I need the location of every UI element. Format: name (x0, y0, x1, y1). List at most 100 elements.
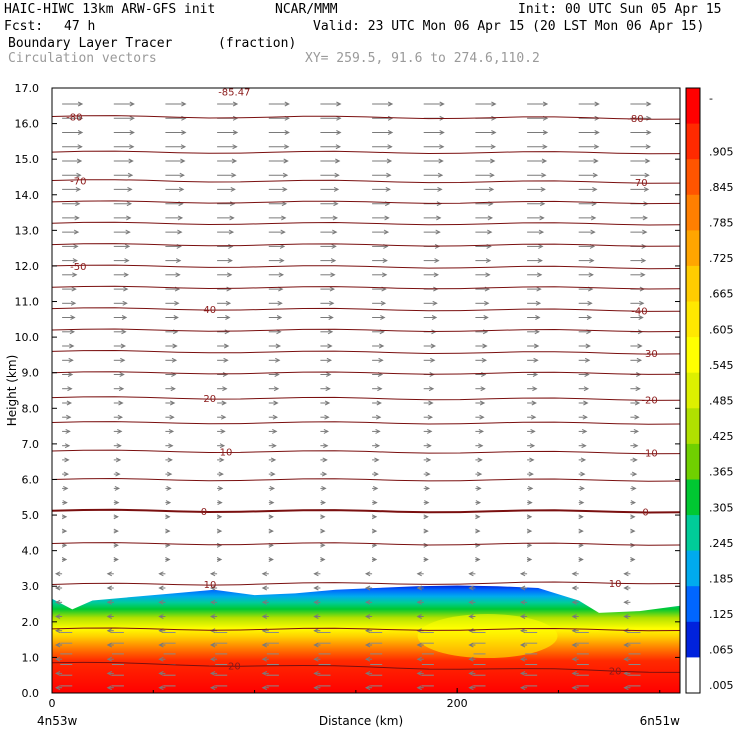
vector-head (61, 528, 68, 534)
vector-head (426, 443, 432, 449)
vector-head (536, 272, 543, 278)
vector-head (633, 428, 640, 434)
vector-head (571, 656, 577, 662)
vector-head (416, 642, 422, 648)
vector-head (332, 229, 338, 235)
vector-head (416, 599, 422, 605)
vector-head (320, 542, 326, 548)
vector-head (168, 443, 174, 449)
vector-head (519, 614, 526, 619)
vector-head (158, 642, 164, 648)
vector-head (113, 542, 119, 548)
vector-head (230, 186, 236, 192)
y-tick-label: 4.0 (22, 545, 40, 558)
x-start-label: 4n53w (37, 714, 78, 728)
vector-head (491, 130, 497, 135)
vector-head (646, 101, 652, 107)
vector-head (330, 258, 337, 264)
vector-head (261, 670, 268, 676)
vector-head (631, 471, 638, 477)
vector-head (537, 258, 543, 264)
temperature-contour (52, 179, 680, 184)
vector-head (216, 542, 223, 548)
vector-head (594, 101, 600, 107)
vector-head (171, 357, 178, 363)
vector-head (542, 101, 549, 107)
vector-head (209, 599, 216, 605)
y-tick-label: 13.0 (15, 224, 40, 237)
vector-head (323, 428, 330, 434)
vector-head (127, 172, 134, 178)
vector-head (178, 186, 185, 192)
vector-head (372, 500, 378, 506)
vector-head (586, 315, 593, 320)
colorbar-label: .245 (709, 537, 734, 550)
vector-head (67, 372, 74, 377)
vector-head (519, 571, 526, 577)
vector-head (71, 286, 77, 292)
vector-head (225, 300, 232, 306)
vector-head (416, 628, 422, 634)
vector-head (69, 343, 75, 349)
vector-head (64, 443, 71, 449)
vector-head (321, 471, 328, 477)
vector-head (113, 528, 119, 534)
vector-head (124, 258, 130, 264)
vector-head (372, 485, 379, 491)
tracer-core (417, 614, 558, 659)
vector-head (275, 357, 281, 363)
vector-head (539, 215, 545, 221)
y-tick-label: 11.0 (15, 296, 40, 309)
y-tick-label: 1.0 (22, 651, 40, 664)
vector-head (323, 443, 329, 449)
vector-head (468, 685, 474, 691)
vector-head (272, 428, 278, 434)
vector-head (590, 215, 597, 221)
vector-head (539, 201, 546, 207)
vector-head (623, 585, 629, 591)
vector-head (475, 528, 481, 534)
vector-head (382, 258, 388, 264)
contour-label: -40 (200, 305, 216, 316)
vector-head (326, 372, 332, 377)
vector-head (383, 229, 390, 235)
vector-head (528, 471, 534, 477)
vector-head (526, 557, 533, 562)
vector-head (477, 457, 483, 463)
vector-head (106, 571, 113, 577)
vector-head (281, 201, 288, 207)
vector-head (61, 542, 68, 548)
vector-head (127, 186, 133, 192)
vector-head (209, 585, 216, 591)
vector-head (222, 372, 229, 377)
vector-head (485, 258, 492, 264)
colorbar-swatch (686, 621, 700, 658)
vector-head (268, 557, 274, 562)
vector-head (179, 172, 185, 178)
contour-label: -30 (641, 349, 657, 360)
vector-head (582, 414, 588, 420)
vector-head (439, 144, 445, 150)
vector-head (129, 101, 135, 107)
vector-head (424, 485, 431, 491)
vector-head (634, 400, 641, 406)
vector-head (270, 471, 276, 477)
vector-head (645, 144, 652, 150)
vector-head (487, 215, 494, 221)
colorbar-label: .065 (709, 644, 734, 657)
vector-head (479, 414, 485, 420)
vector-head (580, 457, 587, 463)
vector-head (117, 428, 123, 434)
vector-head (268, 514, 274, 520)
vector-head (333, 201, 339, 207)
y-tick-label: 0.0 (22, 687, 40, 700)
vector-head (430, 357, 436, 363)
vector-head (231, 172, 237, 178)
vector-head (321, 485, 327, 491)
vector-head (75, 201, 81, 207)
contour-label: 0 (642, 507, 648, 518)
vector-head (326, 357, 333, 363)
vector-head (526, 514, 533, 520)
y-tick-label: 5.0 (22, 509, 40, 522)
vector-head (113, 557, 119, 562)
